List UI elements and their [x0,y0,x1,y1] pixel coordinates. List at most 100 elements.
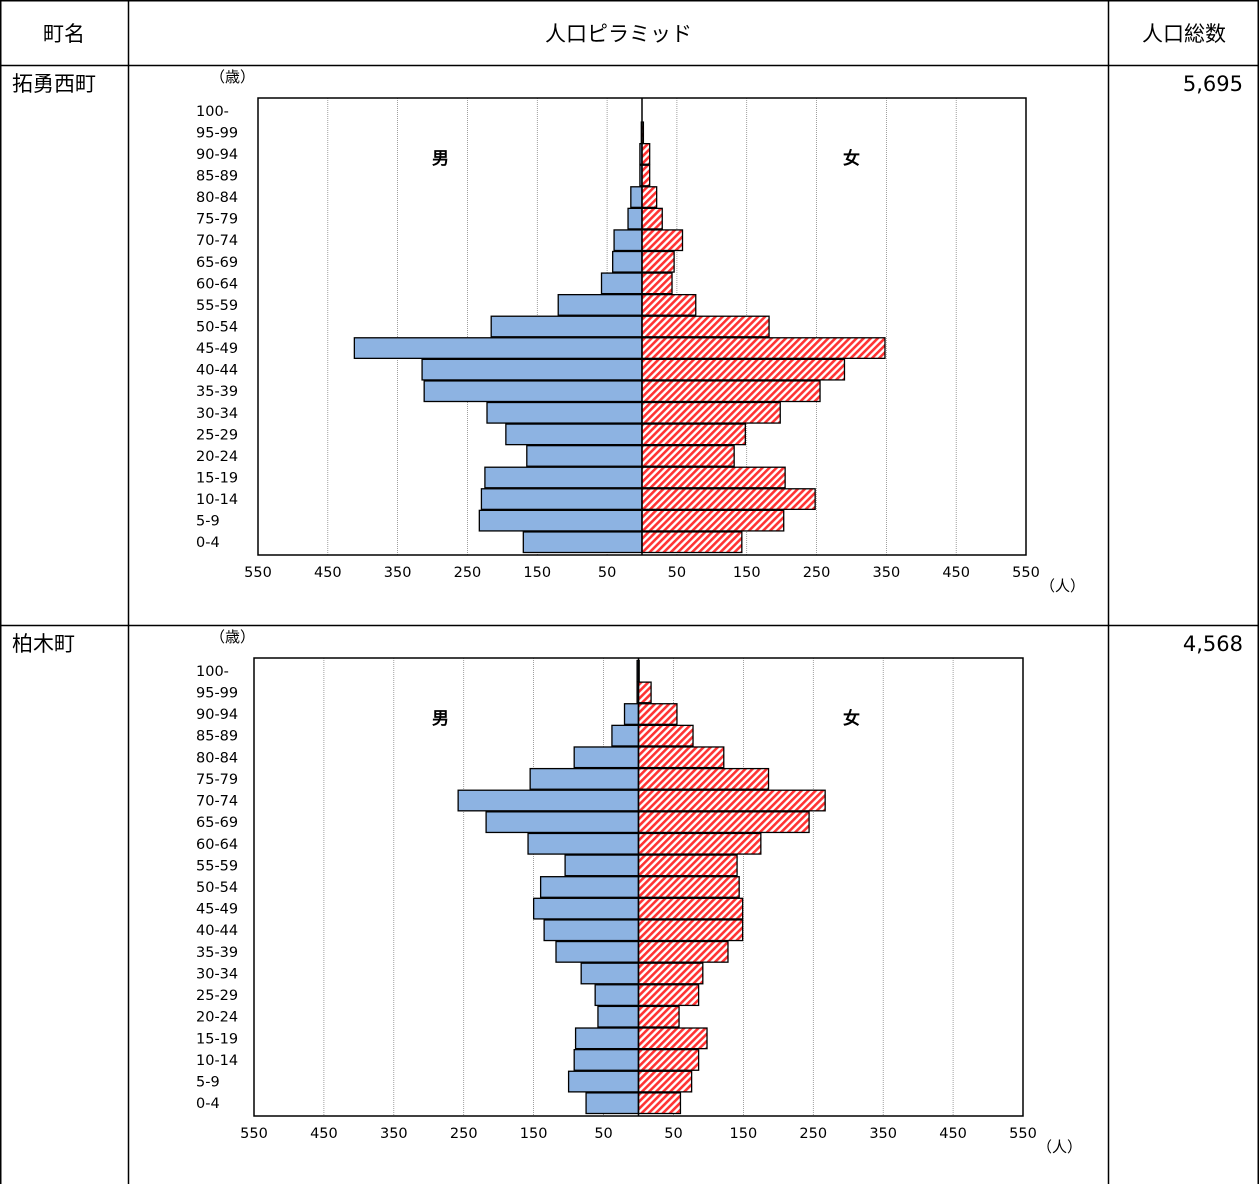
female-bar-0-4 [637,1092,682,1115]
female-bar-5-9 [637,1070,693,1093]
age-label: 65-69 [196,255,238,271]
plot-border [257,97,1027,556]
age-label: 30-34 [196,966,238,982]
male-bar-50-54 [539,876,640,898]
x-tick-label: 250 [803,565,831,581]
age-label: 25-29 [196,427,238,443]
age-label: 70-74 [196,233,238,249]
age-label: 25-29 [196,988,238,1004]
female-bar-85-89 [637,724,694,747]
age-label: 5-9 [196,1075,220,1091]
x-tick-label: 250 [454,565,482,581]
age-label: 60-64 [196,276,238,292]
male-bar-65-69 [485,811,640,834]
x-tick-label: 50 [598,565,616,581]
age-label: 55-59 [196,298,238,314]
age-label: 40-44 [196,363,238,379]
age-label: 75-79 [196,772,238,788]
male-bar-75-79 [627,207,643,230]
x-tick-label: 350 [384,565,412,581]
age-label: 40-44 [196,923,238,939]
age-label: 45-49 [196,341,238,357]
female-bar-70-74 [637,789,826,812]
y-axis-title: （歳） [210,68,255,86]
x-tick-label: 450 [310,1126,338,1142]
age-label: 70-74 [196,794,238,810]
female-bar-10-14 [637,1048,700,1071]
x-tick-label: 250 [450,1126,478,1142]
female-bar-50-54 [641,315,770,338]
population-pyramid-chart-1: 0-4 5-9 10-14 15-19 20-24 25-29 30-34 35-39 40-4… [196,68,1085,595]
x-tick-label: 50 [668,565,686,581]
female-bar-45-49 [641,337,886,360]
x-tick-label: 550 [240,1126,268,1142]
age-label: 90-94 [196,147,238,163]
female-bar-95-99 [637,681,652,704]
age-label: 45-49 [196,902,238,918]
age-label: 15-19 [196,471,238,487]
y-axis-title: （歳） [210,628,255,646]
female-bar-5-9 [641,509,785,532]
age-label: 60-64 [196,837,238,853]
age-label: 75-79 [196,212,238,228]
female-bar-35-39 [641,380,821,403]
male-bar-20-24 [597,1005,640,1028]
age-label: 20-24 [196,1010,238,1026]
male-bar-85-89 [611,724,640,747]
x-axis-title: （人） [1037,1138,1082,1156]
male-bar-80-84 [573,746,640,769]
female-bar-45-49 [637,897,744,920]
male-bar-45-49 [532,897,640,920]
x-tick-label: 550 [244,565,272,581]
female-bar-55-59 [641,293,697,316]
gridlines [323,658,954,1116]
male-bar-30-34 [580,962,640,985]
female-bar-25-29 [637,984,700,1007]
header-total: 人口総数 [1142,22,1226,46]
female-bar-80-84 [641,186,658,209]
male-bar-10-14 [480,488,643,511]
male-series-label: 男 [432,709,449,729]
age-label: 95-99 [196,685,238,701]
female-bar-20-24 [641,444,735,467]
x-tick-label: 550 [1012,565,1040,581]
header-pyramid: 人口ピラミッド [545,22,692,46]
female-bar-20-24 [637,1005,680,1028]
female-bar-90-94 [641,142,651,165]
female-series-label: 女 [843,708,860,729]
male-bar-45-49 [353,337,643,360]
male-bar-15-19 [574,1027,640,1050]
row1-town: 拓勇西町 [12,72,96,96]
age-label: 35-39 [196,384,238,400]
male-bar-55-59 [564,854,640,877]
age-label: 0-4 [196,535,220,551]
male-bar-60-64 [527,832,640,855]
x-tick-label: 150 [733,565,761,581]
male-bar-90-94 [623,703,640,726]
x-tick-label: 350 [380,1126,408,1142]
female-bar-30-34 [637,962,704,985]
age-label: 50-54 [196,880,238,896]
age-label: 85-89 [196,729,238,745]
age-label: 50-54 [196,320,238,336]
age-label: 90-94 [196,707,238,723]
female-bar-30-34 [641,401,781,424]
female-bar-80-84 [637,746,725,769]
x-tick-label: 150 [730,1126,758,1142]
age-label: 65-69 [196,815,238,831]
male-bar-75-79 [529,767,640,790]
x-tick-label: 550 [1009,1126,1037,1142]
plot-border [253,657,1024,1117]
x-tick-label: 150 [520,1126,548,1142]
age-label: 80-84 [196,190,238,206]
male-bar-15-19 [484,466,643,489]
x-tick-label: 450 [939,1126,967,1142]
age-label: 100- [196,664,229,680]
age-label: 5-9 [196,514,220,530]
female-bar-60-64 [641,272,673,295]
age-label: 55-59 [196,858,238,874]
row2-town: 柏木町 [12,632,75,656]
male-bar-35-39 [423,380,643,403]
header-town: 町名 [43,22,85,46]
